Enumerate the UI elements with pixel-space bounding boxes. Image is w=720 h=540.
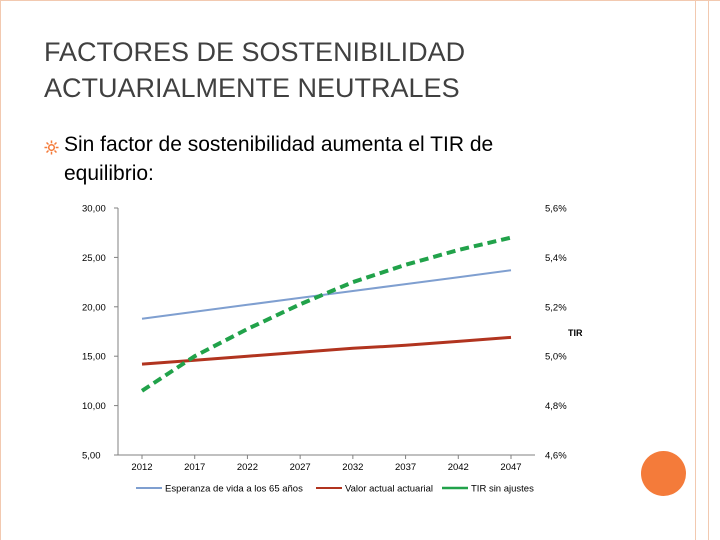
y-right-tick-label: 4,6% — [545, 451, 567, 462]
y-left-tick-label: 15,00 — [82, 352, 106, 363]
y-right-axis-label: TIR — [568, 328, 583, 338]
slide-title-line-2: ACTUARIALMENTE NEUTRALES — [44, 73, 460, 103]
series-line-3 — [140, 235, 512, 393]
slide-title-line-1: FACTORES DE SOSTENIBILIDAD — [44, 37, 466, 67]
y-left-tick-label: 10,00 — [82, 401, 106, 412]
y-right-tick-label: 5,2% — [545, 302, 567, 313]
x-tick-label: 2017 — [184, 462, 205, 473]
slide-border-right-outer — [708, 0, 709, 540]
x-tick-label: 2032 — [342, 462, 363, 473]
y-right-tick-label: 5,6% — [545, 204, 567, 215]
bullet-text: Sin factor de sostenibilidad aumenta el … — [64, 133, 494, 185]
x-tick-label: 2037 — [395, 462, 416, 473]
legend-label-3: TIR sin ajustes — [471, 484, 534, 495]
y-left-tick-label: 20,00 — [82, 302, 106, 313]
y-right-tick-label: 5,0% — [545, 352, 567, 363]
y-right-tick-label: 5,4% — [545, 253, 567, 264]
x-tick-label: 2022 — [237, 462, 258, 473]
sun-bullet-icon — [44, 140, 59, 155]
slide-border-left — [0, 0, 1, 540]
y-left-tick-label: 30,00 — [82, 204, 106, 215]
slide-border-right-inner — [695, 0, 696, 540]
decorative-circle — [641, 451, 686, 496]
series-line-2 — [141, 335, 512, 366]
x-tick-label: 2047 — [500, 462, 521, 473]
y-right-tick-label: 4,8% — [545, 401, 567, 412]
y-left-tick-label: 25,00 — [82, 253, 106, 264]
slide-border-top — [0, 0, 720, 1]
x-tick-label: 2042 — [448, 462, 469, 473]
series-line-1 — [141, 269, 512, 320]
x-tick-label: 2012 — [131, 462, 152, 473]
x-tick-label: 2027 — [290, 462, 311, 473]
slide-title: FACTORES DE SOSTENIBILIDAD ACTUARIALMENT… — [44, 34, 604, 106]
legend-label-2: Valor actual actuarial — [345, 484, 433, 495]
y-left-tick-label: 5,00 — [82, 451, 101, 462]
legend-label-1: Esperanza de vida a los 65 años — [165, 484, 303, 495]
